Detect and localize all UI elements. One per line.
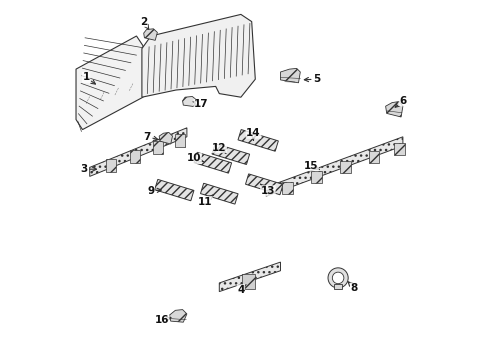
Polygon shape [241,274,254,289]
Polygon shape [200,183,238,204]
Polygon shape [212,144,249,165]
Polygon shape [245,174,283,195]
Polygon shape [76,36,142,130]
Text: 6: 6 [394,96,406,107]
Polygon shape [238,130,278,151]
Text: 11: 11 [197,195,213,207]
Text: 3: 3 [81,164,96,174]
Text: 8: 8 [347,282,357,293]
Text: 13: 13 [260,184,275,196]
Text: 12: 12 [212,143,226,153]
Polygon shape [159,132,172,144]
Text: 14: 14 [245,128,260,140]
Polygon shape [280,68,300,83]
Text: 2: 2 [140,17,148,29]
Polygon shape [89,128,186,176]
Text: 4: 4 [237,285,245,295]
Polygon shape [282,182,292,194]
Polygon shape [154,179,194,201]
Polygon shape [194,152,231,173]
Text: 1: 1 [82,72,95,84]
Polygon shape [106,159,116,172]
Text: 15: 15 [303,161,319,171]
Text: 10: 10 [186,153,203,163]
Polygon shape [182,96,196,107]
Polygon shape [219,262,280,292]
Polygon shape [265,137,402,196]
Text: 5: 5 [304,74,320,84]
Polygon shape [393,143,404,155]
Polygon shape [174,134,184,147]
Polygon shape [143,29,157,40]
Polygon shape [368,151,379,163]
Text: 17: 17 [193,99,208,109]
Circle shape [327,268,347,288]
Polygon shape [333,284,342,289]
Text: 9: 9 [147,186,161,196]
Circle shape [332,272,343,284]
Polygon shape [169,310,186,322]
Polygon shape [129,150,140,163]
Text: 16: 16 [154,315,171,325]
Polygon shape [310,171,321,183]
Polygon shape [339,161,350,173]
Polygon shape [153,141,163,154]
Text: 7: 7 [143,132,158,142]
Polygon shape [385,102,402,117]
Polygon shape [142,14,255,97]
